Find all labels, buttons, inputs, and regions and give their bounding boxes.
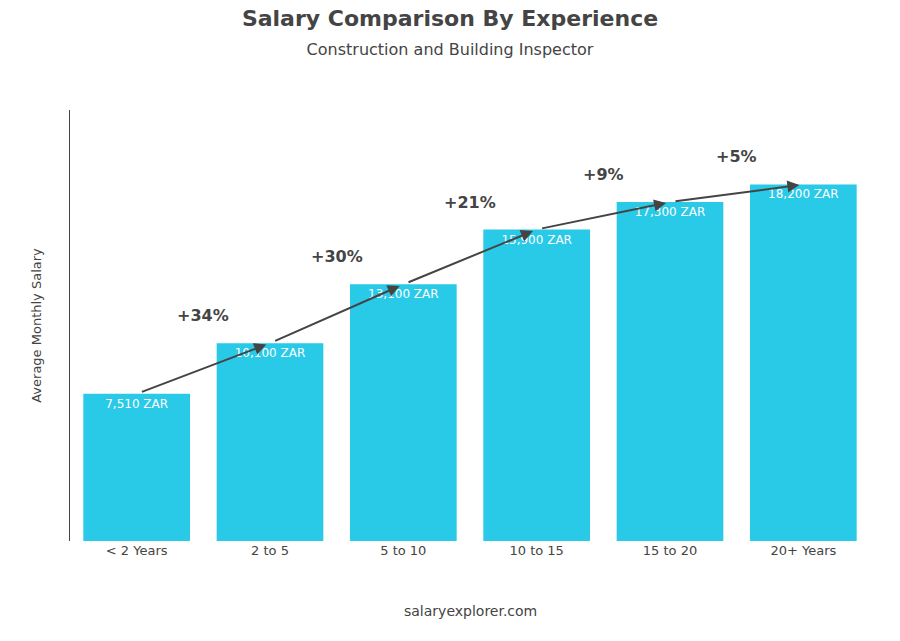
svg-text:10,100 ZAR: 10,100 ZAR (235, 346, 306, 360)
svg-text:15,900 ZAR: 15,900 ZAR (501, 233, 572, 247)
svg-text:+5%: +5% (716, 147, 757, 166)
svg-text:2 to 5: 2 to 5 (251, 543, 289, 558)
svg-text:salaryexplorer.com: salaryexplorer.com (404, 603, 537, 619)
svg-text:20+ Years: 20+ Years (770, 543, 836, 558)
svg-text:+9%: +9% (583, 165, 624, 184)
svg-text:15 to 20: 15 to 20 (643, 543, 697, 558)
svg-text:18,200 ZAR: 18,200 ZAR (768, 187, 839, 201)
svg-text:13,100 ZAR: 13,100 ZAR (368, 287, 439, 301)
svg-text:+21%: +21% (444, 193, 496, 212)
svg-text:< 2 Years: < 2 Years (106, 543, 168, 558)
svg-text:+30%: +30% (311, 247, 363, 266)
svg-text:5 to 10: 5 to 10 (380, 543, 426, 558)
svg-text:+34%: +34% (177, 306, 229, 325)
svg-text:10 to 15: 10 to 15 (509, 543, 563, 558)
svg-text:Salary Comparison By Experienc: Salary Comparison By ExperienceConstruct… (242, 6, 658, 59)
svg-text:17,300 ZAR: 17,300 ZAR (635, 205, 706, 219)
svg-text:Average Monthly Salary: Average Monthly Salary (29, 248, 44, 403)
svg-text:7,510 ZAR: 7,510 ZAR (105, 397, 168, 411)
